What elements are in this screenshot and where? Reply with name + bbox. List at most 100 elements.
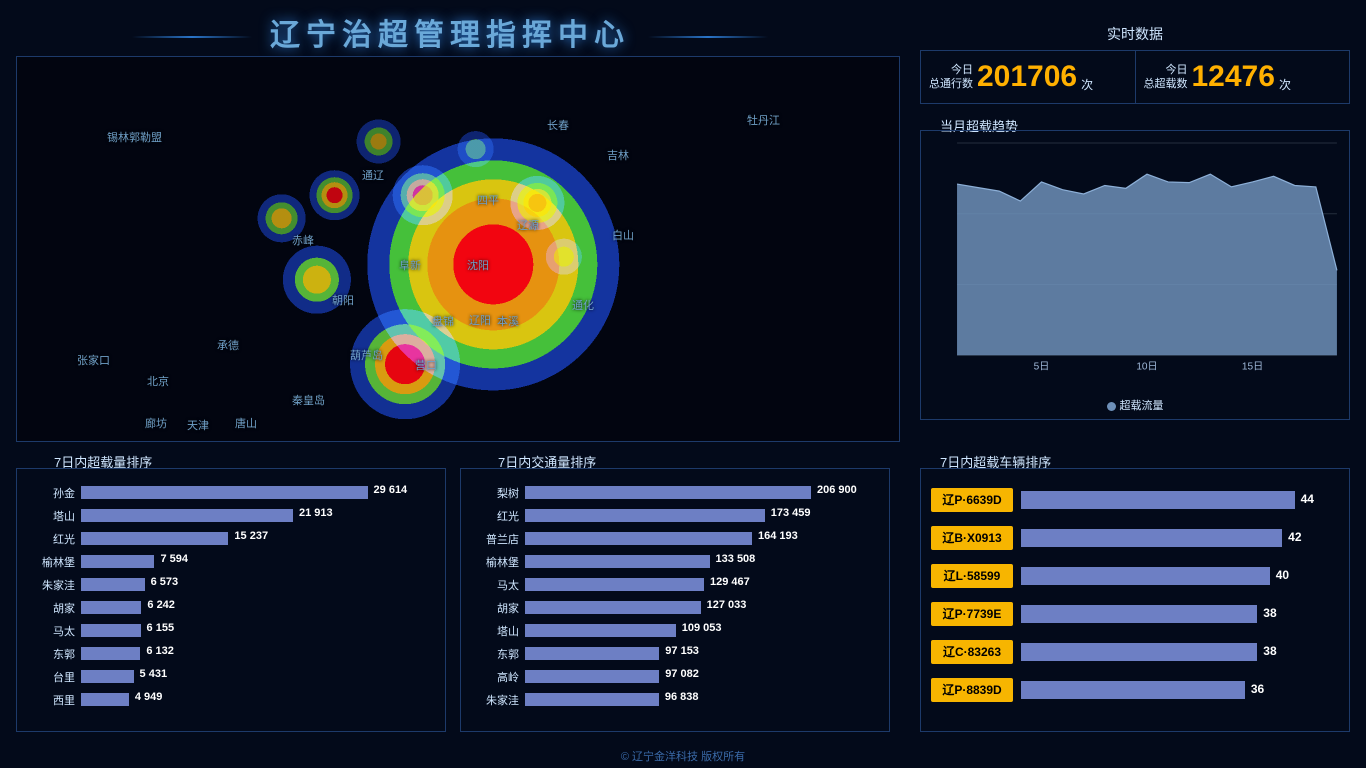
bar-label: 塔山 <box>27 508 81 524</box>
bar-value: 206 900 <box>817 484 857 496</box>
license-plate: 辽L·58599 <box>931 564 1013 588</box>
bar-label: 孙金 <box>27 485 81 501</box>
bar-track: 109 053 <box>525 624 879 637</box>
bar-fill <box>1021 567 1270 585</box>
metric-label: 今日 <box>1144 63 1188 77</box>
legend-label: 超载流量 <box>1120 400 1164 412</box>
map-city-label: 四平 <box>477 192 499 208</box>
map-city-label: 葫芦岛 <box>350 347 383 363</box>
vehicle-row: 辽P·8839D 36 <box>931 671 1339 709</box>
bar-row: 朱家洼 96 838 <box>471 688 879 711</box>
map-city-label: 通化 <box>572 297 594 313</box>
bar-fill <box>525 601 701 614</box>
bar-fill <box>525 647 659 660</box>
metric-total-pass: 今日总通行数 201706 次 <box>921 51 1135 103</box>
metric-label: 今日 <box>929 63 973 77</box>
bar-track: 36 <box>1021 681 1339 699</box>
bar-fill <box>81 532 228 545</box>
bar-label: 普兰店 <box>471 531 525 547</box>
bar-fill <box>1021 681 1245 699</box>
bar-track: 97 153 <box>525 647 879 660</box>
trend-panel: 0k10k20k30k5日10日15日 超载流量 <box>920 130 1350 420</box>
bar-value: 129 467 <box>710 576 750 588</box>
bar-label: 马太 <box>471 577 525 593</box>
bar-track: 5 431 <box>81 670 435 683</box>
bar-label: 西里 <box>27 692 81 708</box>
bar-label: 台里 <box>27 669 81 685</box>
bar-value: 4 949 <box>135 691 163 703</box>
map-city-label: 营口 <box>415 357 437 373</box>
bar-value: 5 431 <box>140 668 168 680</box>
bar-track: 6 242 <box>81 601 435 614</box>
bar-fill <box>81 601 141 614</box>
page-title: 辽宁治超管理指挥中心 <box>0 10 900 54</box>
map-city-label: 牡丹江 <box>747 112 780 128</box>
bar-label: 胡家 <box>471 600 525 616</box>
bar-label: 东郭 <box>471 646 525 662</box>
bar-value: 15 237 <box>234 530 268 542</box>
bar-value: 36 <box>1251 682 1264 696</box>
map-city-label: 张家口 <box>77 352 110 368</box>
map-city-label: 长春 <box>547 117 569 133</box>
bar-value: 38 <box>1263 644 1276 658</box>
bar-track: 164 193 <box>525 532 879 545</box>
vehicle-row: 辽C·8326338 <box>931 633 1339 671</box>
bar-label: 马太 <box>27 623 81 639</box>
bar-track: 206 900 <box>525 486 879 499</box>
legend-dot-icon <box>1107 402 1116 411</box>
bar-label: 红光 <box>27 531 81 547</box>
bar-track: 96 838 <box>525 693 879 706</box>
bar-row: 普兰店 164 193 <box>471 527 879 550</box>
vehicle-row: 辽P·6639D44 <box>931 481 1339 519</box>
bar-fill <box>525 578 704 591</box>
metric-label: 总超载数 <box>1144 77 1188 91</box>
bar-track: 133 508 <box>525 555 879 568</box>
metric-suffix: 次 <box>1275 76 1297 93</box>
metric-label: 总通行数 <box>929 77 973 91</box>
bar-row: 榆林堡7 594 <box>27 550 435 573</box>
map-city-label: 赤峰 <box>292 232 314 248</box>
bar-row: 塔山21 913 <box>27 504 435 527</box>
map-city-label: 通辽 <box>362 167 384 183</box>
bar-track: 129 467 <box>525 578 879 591</box>
bar-track: 6 132 <box>81 647 435 660</box>
vehicle-row: 辽P·7739E38 <box>931 595 1339 633</box>
bar-track: 6 155 <box>81 624 435 637</box>
bar-value: 96 838 <box>665 691 699 703</box>
bar-track: 127 033 <box>525 601 879 614</box>
bar-fill <box>1021 643 1257 661</box>
metric-value: 12476 <box>1192 60 1275 94</box>
trend-legend: 超载流量 <box>921 397 1349 413</box>
bar-fill <box>525 555 710 568</box>
bar-label: 朱家洼 <box>471 692 525 708</box>
bar-value: 133 508 <box>716 553 756 565</box>
license-plate: 辽B·X0913 <box>931 526 1013 550</box>
bar-track: 173 459 <box>525 509 879 522</box>
svg-text:5日: 5日 <box>1034 361 1050 372</box>
bar-row: 孙金 29 614 <box>27 481 435 504</box>
traffic-panel: 梨树206 900红光173 459普兰店164 193榆林堡133 508马太… <box>460 468 890 732</box>
map-city-label: 承德 <box>217 337 239 353</box>
map-city-label: 沈阳 <box>467 257 489 273</box>
bar-fill <box>1021 491 1295 509</box>
license-plate: 辽P·8839D <box>931 678 1013 702</box>
bar-fill <box>81 670 134 683</box>
bar-value: 97 082 <box>665 668 699 680</box>
trend-chart[interactable]: 0k10k20k30k5日10日15日 <box>953 139 1341 373</box>
vehicles-panel: 辽P·6639D44辽B·X091342辽L·5859940辽P·7739E38… <box>920 468 1350 732</box>
map-city-label: 北京 <box>147 373 169 389</box>
bar-value: 97 153 <box>665 645 699 657</box>
map-city-label: 辽源 <box>517 217 539 233</box>
bar-value: 164 193 <box>758 530 798 542</box>
bar-row: 榆林堡133 508 <box>471 550 879 573</box>
bar-value: 40 <box>1276 568 1289 582</box>
bar-row: 红光173 459 <box>471 504 879 527</box>
map-city-label: 天津 <box>187 417 209 433</box>
bar-label: 红光 <box>471 508 525 524</box>
bar-value: 29 614 <box>374 484 408 496</box>
bar-fill <box>81 647 140 660</box>
heatmap-panel[interactable]: 锡林郭勒盟通辽长春吉林四平辽源牡丹江赤峰阜新沈阳白山朝阳盘锦辽阳本溪通化承德葫芦… <box>16 56 900 442</box>
bar-track: 38 <box>1021 605 1339 623</box>
bar-fill <box>81 509 293 522</box>
bar-track: 7 594 <box>81 555 435 568</box>
